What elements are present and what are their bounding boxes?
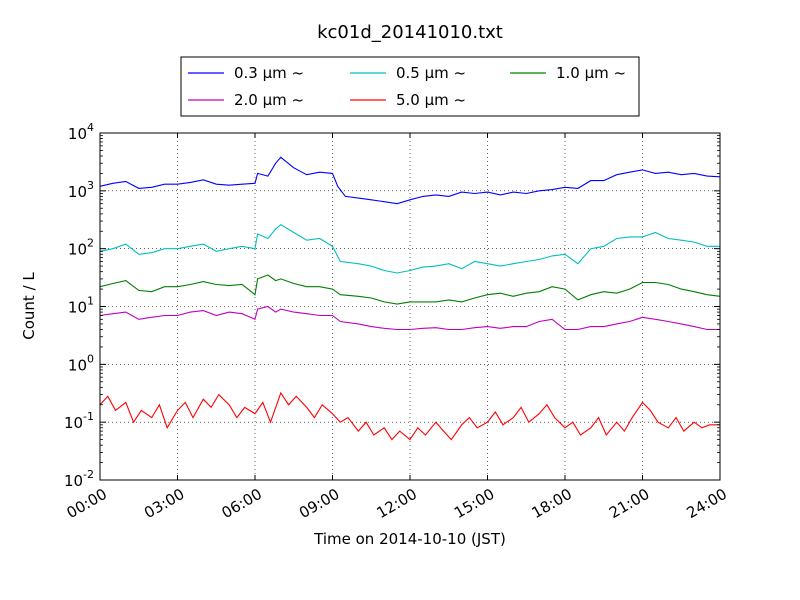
legend-label: 5.0 μm ~ — [396, 91, 466, 109]
y-axis-label: Count / L — [20, 272, 38, 340]
chart-title: kc01d_20141010.txt — [317, 22, 503, 43]
legend-box — [180, 56, 640, 117]
y-tick-label: 10-1 — [64, 410, 94, 432]
legend-label: 0.3 μm ~ — [234, 64, 304, 82]
series-lines — [99, 156, 721, 441]
y-tick-label: 100 — [68, 352, 94, 374]
legend-label: 0.5 μm ~ — [396, 64, 466, 82]
legend-label: 1.0 μm ~ — [556, 64, 626, 82]
legend: 0.3 μm ~ 0.5 μm ~ 1.0 μm ~ 2.0 μm ~ 5.0 μm ~ — [180, 56, 640, 117]
y-tick-label: 103 — [68, 179, 94, 201]
x-axis-label: Time on 2014-10-10 (JST) — [313, 530, 506, 548]
series-line-5-0-um — [99, 391, 720, 441]
y-tick-label: 104 — [68, 121, 94, 143]
legend-label: 2.0 μm ~ — [234, 91, 304, 109]
y-tick-label: 102 — [68, 237, 94, 259]
series-line-0-5-um — [99, 224, 720, 274]
y-tick-label: 101 — [68, 295, 94, 317]
series-line-1-0-um — [99, 274, 721, 305]
y-tick-label: 10-2 — [64, 468, 94, 490]
series-line-0-3-um — [99, 156, 721, 205]
axis-ticks: 00:00 03:00 06:00 09:00 12:00 15:00 18:00 21:00… — [64, 121, 730, 522]
series-line-2-0-um — [99, 305, 720, 331]
